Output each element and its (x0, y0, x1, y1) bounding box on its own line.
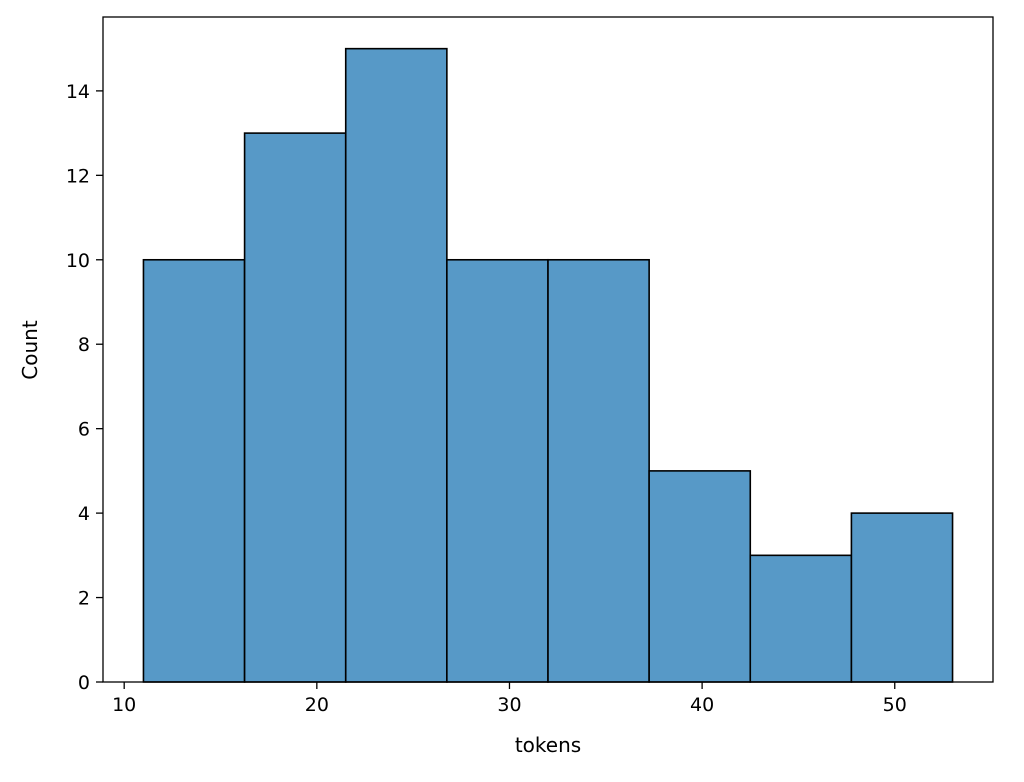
x-tick-label: 30 (497, 694, 521, 716)
y-tick-label: 6 (78, 419, 90, 441)
histogram-bar-8 (850, 512, 954, 683)
x-axis-ticks: 10 20 30 40 50 (112, 682, 907, 716)
y-tick-label: 4 (78, 503, 90, 525)
x-axis-label: tokens (515, 733, 581, 757)
histogram-bar-5 (547, 258, 650, 683)
x-tick-label: 50 (883, 694, 907, 716)
histogram-bar-4 (446, 258, 549, 683)
histogram-bar-3 (344, 47, 448, 683)
y-tick-label: 8 (78, 334, 90, 356)
histogram-bar-1 (142, 258, 246, 683)
x-tick-label: 40 (690, 694, 714, 716)
histogram-bars (142, 47, 954, 683)
y-tick-label: 10 (66, 250, 90, 272)
x-tick-label: 20 (305, 694, 329, 716)
y-tick-label: 2 (78, 588, 90, 610)
y-axis-ticks: 0 2 4 6 8 10 12 14 (66, 81, 103, 694)
histogram-bar-2 (243, 132, 347, 683)
x-tick-label: 10 (112, 694, 136, 716)
histogram-bar-7 (749, 554, 853, 683)
y-tick-label: 0 (78, 672, 90, 694)
y-axis-label: Count (18, 320, 42, 380)
y-tick-label: 12 (66, 165, 90, 187)
y-tick-label: 14 (66, 81, 90, 103)
histogram-bar-6 (648, 470, 752, 683)
plot-area-frame (102, 16, 994, 683)
